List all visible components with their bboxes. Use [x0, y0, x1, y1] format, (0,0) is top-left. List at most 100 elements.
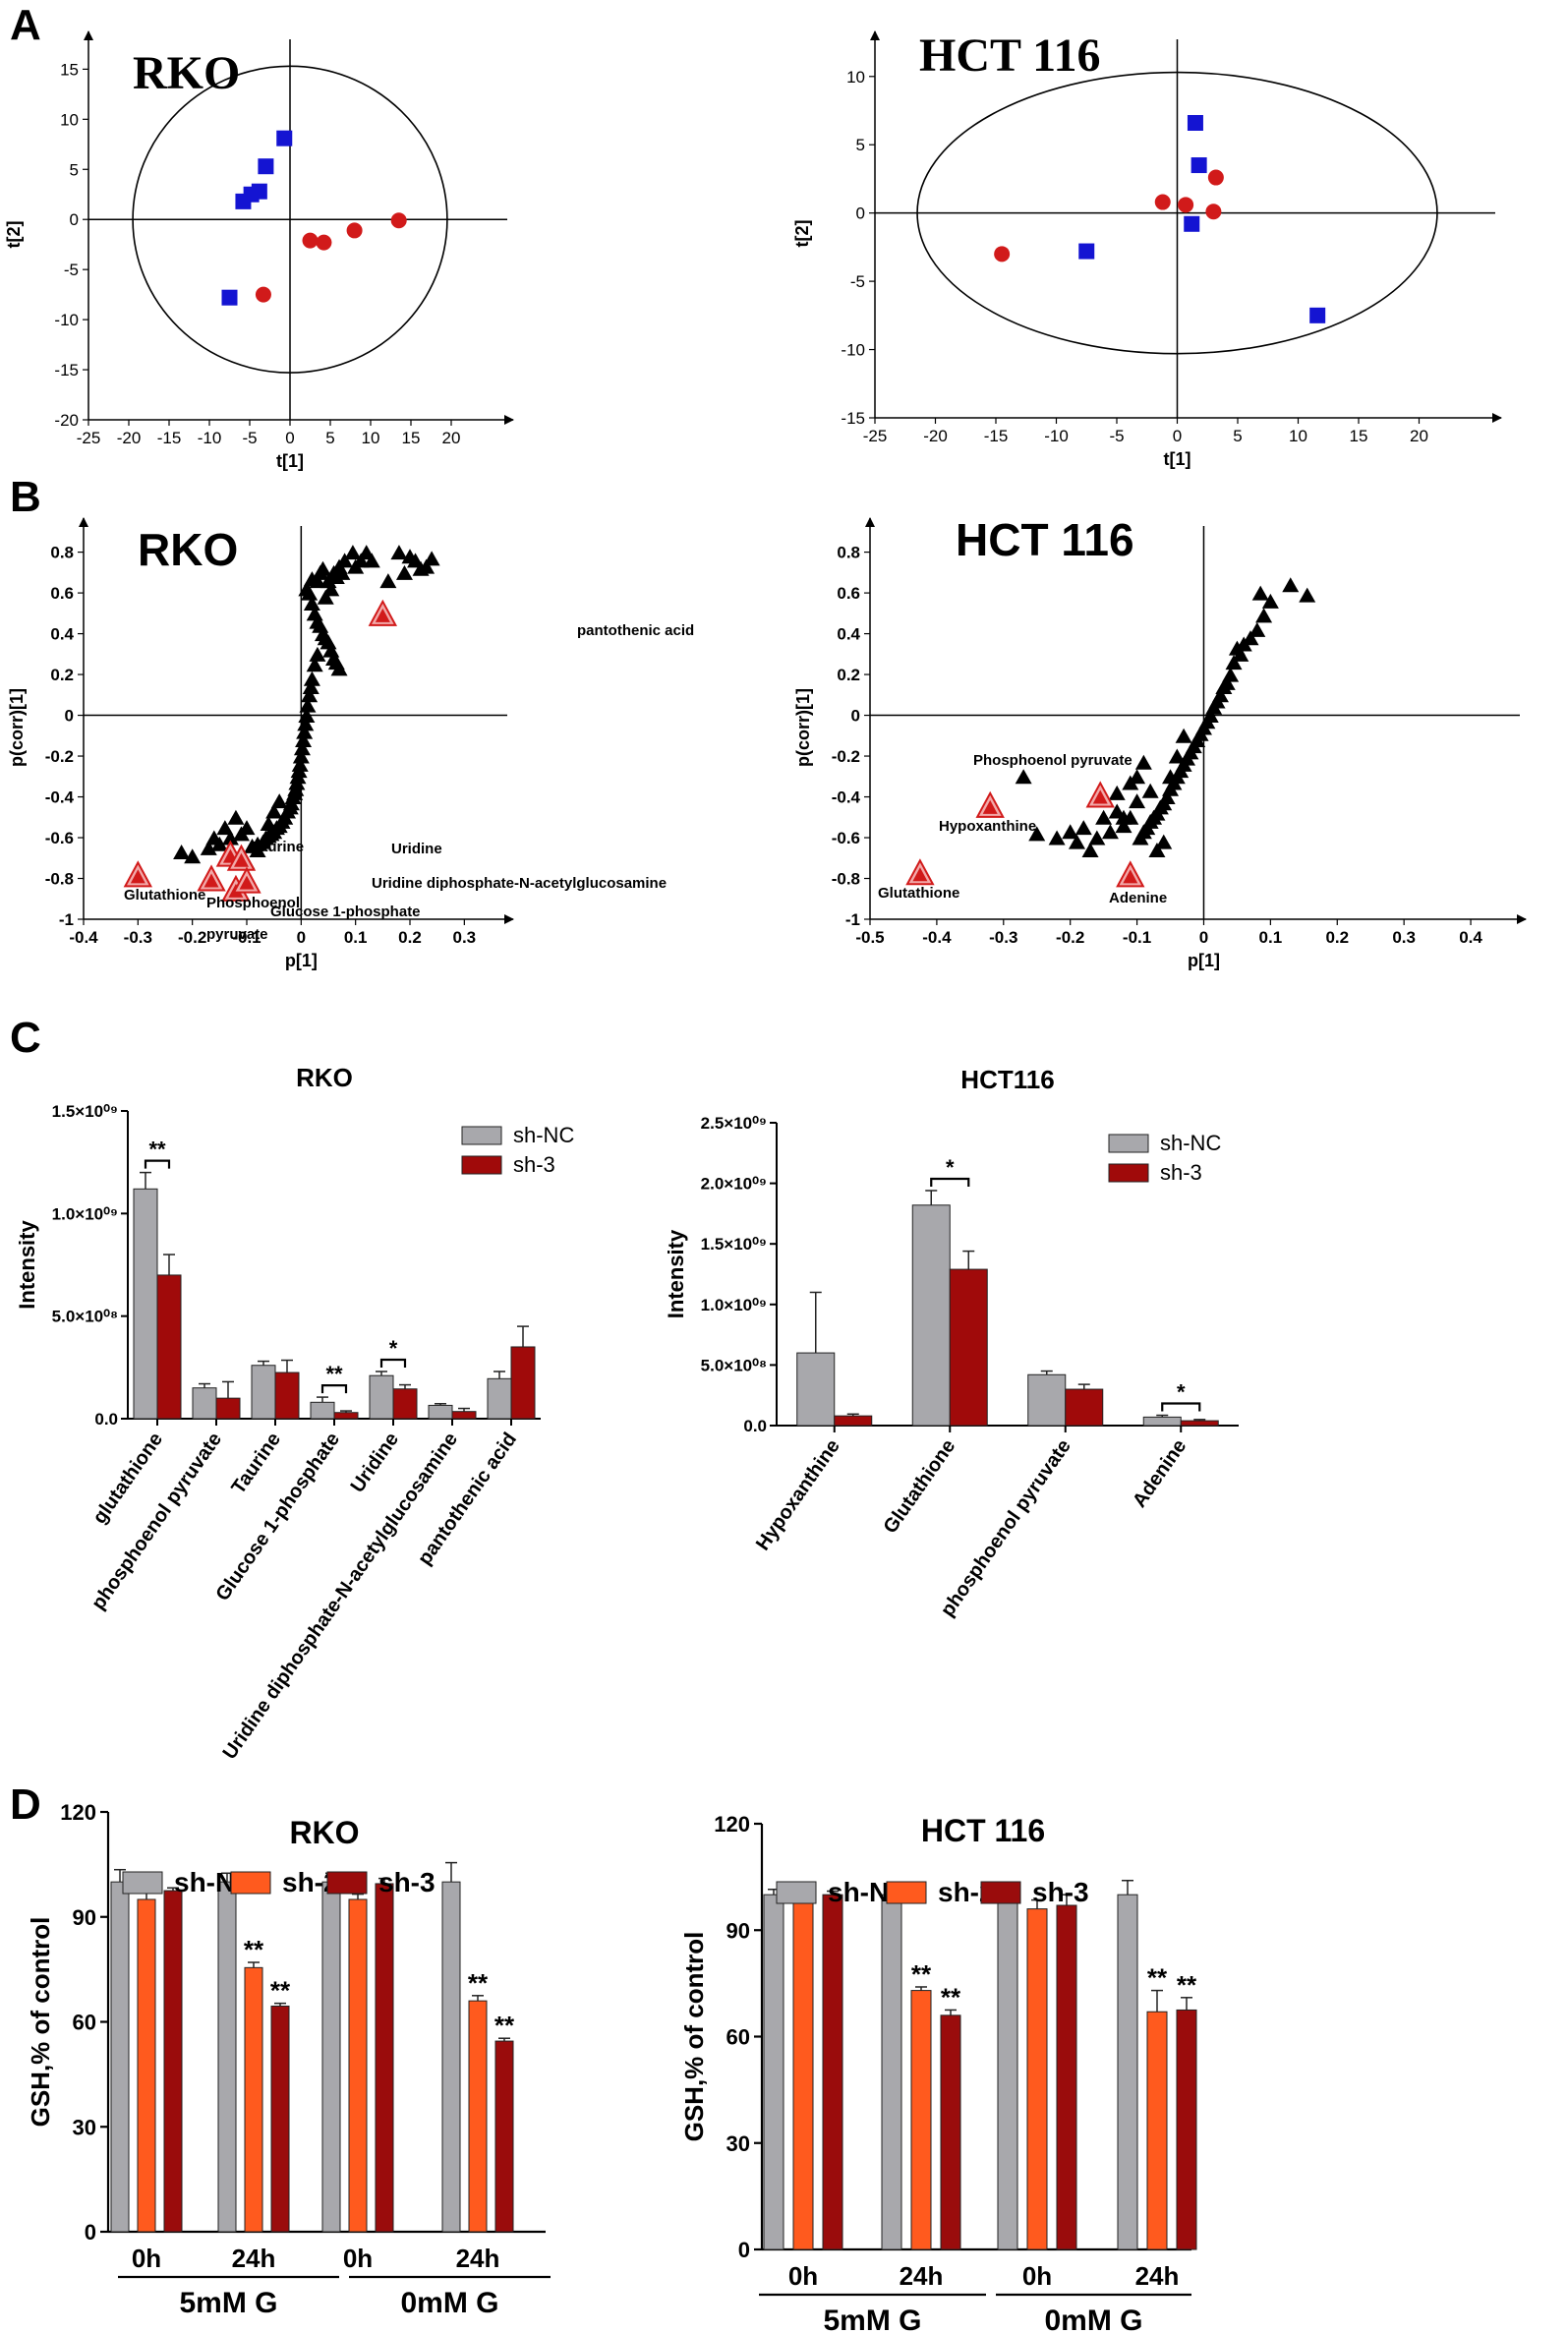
chart-title: RKO [138, 524, 238, 575]
y-tick-label: 0 [70, 210, 79, 229]
data-point-triangle [1255, 608, 1273, 623]
data-point-highlight-core [233, 852, 249, 867]
annotation-label: pyruvate [206, 926, 268, 943]
significance-marker: ** [1147, 1963, 1168, 1993]
data-point-triangle [200, 840, 217, 855]
x-tick-label: -0.4 [922, 928, 952, 947]
chart-title: HCT116 [960, 1065, 1054, 1094]
y-tick-label: 0.4 [837, 625, 860, 644]
data-point-triangle [1115, 809, 1132, 825]
legend-swatch [776, 1881, 817, 1904]
y-axis-label: p(corr)[1] [793, 688, 813, 767]
data-point-triangle [317, 589, 334, 605]
bar-sh-NC [1142, 1416, 1182, 1427]
significance-marker: ** [244, 1935, 264, 1964]
category-label: phosphoenol pyruvate [937, 1435, 1075, 1620]
bar-sh-NC [133, 1188, 158, 1420]
annotation-label: Taurine [252, 839, 304, 855]
chart-a-rko: -25 -20 -15 -10 -5 0 5 10 15 20-20-15-10-5051015t… [4, 30, 514, 471]
bar-sh-3 [822, 1894, 843, 2250]
data-point-triangle [1074, 820, 1092, 836]
x-tick-label: 10 [362, 429, 380, 447]
bar-sh-2 [792, 1894, 814, 2250]
chart-b-rko: -0.4 -0.3 -0.2 -0.1 0 0.1 0.2 0.3 -1 -0.8 -0.6 -0.4… [7, 517, 694, 970]
bar-sh-3 [494, 2040, 514, 2233]
data-point-square [1184, 215, 1200, 232]
significance-marker: ** [941, 1982, 961, 2012]
data-point-triangle [1108, 785, 1126, 800]
significance-bracket [930, 1177, 970, 1187]
timepoint-label: 0h [343, 2244, 373, 2273]
panel-letter-d: D [10, 1780, 41, 1829]
annotation-label: Uridine [391, 841, 442, 857]
significance-marker: ** [494, 2011, 515, 2040]
timepoint-label: 24h [232, 2244, 276, 2273]
x-tick-label: 10 [1289, 427, 1307, 445]
x-tick-label: -25 [77, 429, 101, 447]
data-point-triangle [1048, 830, 1066, 846]
data-point-circle [1207, 169, 1224, 186]
bar-sh-2 [244, 1966, 263, 2233]
data-point-circle [302, 232, 319, 249]
panel-letter-c: C [10, 1014, 41, 1062]
annotation-label: Glutathione [878, 885, 959, 902]
data-point-triangle [363, 553, 380, 568]
significance-bracket [144, 1159, 171, 1169]
chart-c-rko: 0.05.0×10⁰⁸1.0×10⁰⁹1.5×10⁰⁹IntensityRKOg… [15, 1063, 574, 1764]
data-point-triangle [173, 845, 191, 860]
data-point-triangle [1095, 809, 1113, 825]
data-point-triangle [1251, 585, 1269, 601]
bar-sh-NC [1117, 1894, 1138, 2250]
bar-sh-3 [1056, 1904, 1077, 2250]
significance-bracket [320, 1383, 348, 1394]
bar-sh-NC [110, 1881, 130, 2233]
legend-swatch [326, 1871, 368, 1895]
y-tick-label: 5.0×10⁰⁸ [52, 1308, 118, 1326]
y-tick-label: 1.0×10⁰⁹ [52, 1204, 118, 1223]
y-tick-label: -0.6 [45, 829, 74, 847]
y-tick-label: 0.6 [837, 584, 860, 603]
significance-marker: ** [911, 1959, 932, 1989]
x-tick-label: -20 [923, 427, 948, 445]
annotation-label: Glucose 1-phosphate [270, 904, 421, 920]
y-axis-label: GSH,% of control [26, 1917, 55, 2128]
significance-marker: ** [148, 1138, 166, 1162]
bar-sh-3 [510, 1346, 536, 1420]
y-axis-label: t[2] [792, 220, 812, 248]
bar-sh-3 [274, 1371, 300, 1420]
bar-sh-NC [997, 1894, 1018, 2250]
data-point-triangle [260, 816, 277, 831]
data-point-triangle [288, 775, 306, 790]
x-tick-label: -10 [1044, 427, 1069, 445]
y-tick-label: 2.5×10⁰⁹ [701, 1114, 767, 1133]
y-tick-label: 0.2 [837, 666, 860, 684]
annotation-label: Phosphoenol pyruvate [973, 752, 1132, 769]
y-tick-label: -0.4 [45, 788, 75, 807]
chart-d-hct116: 0 30 60 90 120 GSH,% of control HCT 116 0h ** ** 2… [679, 1812, 1197, 2334]
significance-marker: ** [325, 1362, 343, 1386]
data-point-triangle [303, 571, 320, 587]
x-axis-label: p[1] [285, 951, 318, 970]
bar-sh-3 [940, 2014, 961, 2250]
legend-swatch [461, 1126, 502, 1145]
data-point-triangle [1282, 577, 1300, 593]
group-label: 0mM G [1044, 2305, 1142, 2334]
data-point-triangle [1062, 824, 1079, 840]
y-tick-label: 0.8 [50, 544, 74, 562]
data-point-square [1078, 243, 1095, 260]
x-tick-label: 20 [442, 429, 461, 447]
category-label: Taurine [227, 1429, 285, 1498]
y-tick-label: -0.2 [832, 747, 860, 766]
x-tick-label: -0.3 [989, 928, 1017, 947]
bar-sh-3 [834, 1415, 873, 1427]
category-label: Glutathione [880, 1435, 960, 1538]
annotation-label: pantothenic acid [577, 622, 694, 639]
x-axis-label: p[1] [1188, 951, 1220, 970]
bar-sh-3 [270, 2005, 290, 2233]
bar-sh-3 [451, 1411, 477, 1420]
y-tick-label: 0.0 [743, 1417, 767, 1435]
data-point-triangle [319, 573, 337, 589]
data-point-triangle [1249, 621, 1266, 637]
y-tick-label: 5.0×10⁰⁸ [701, 1356, 767, 1374]
y-tick-label: 15 [60, 60, 79, 79]
